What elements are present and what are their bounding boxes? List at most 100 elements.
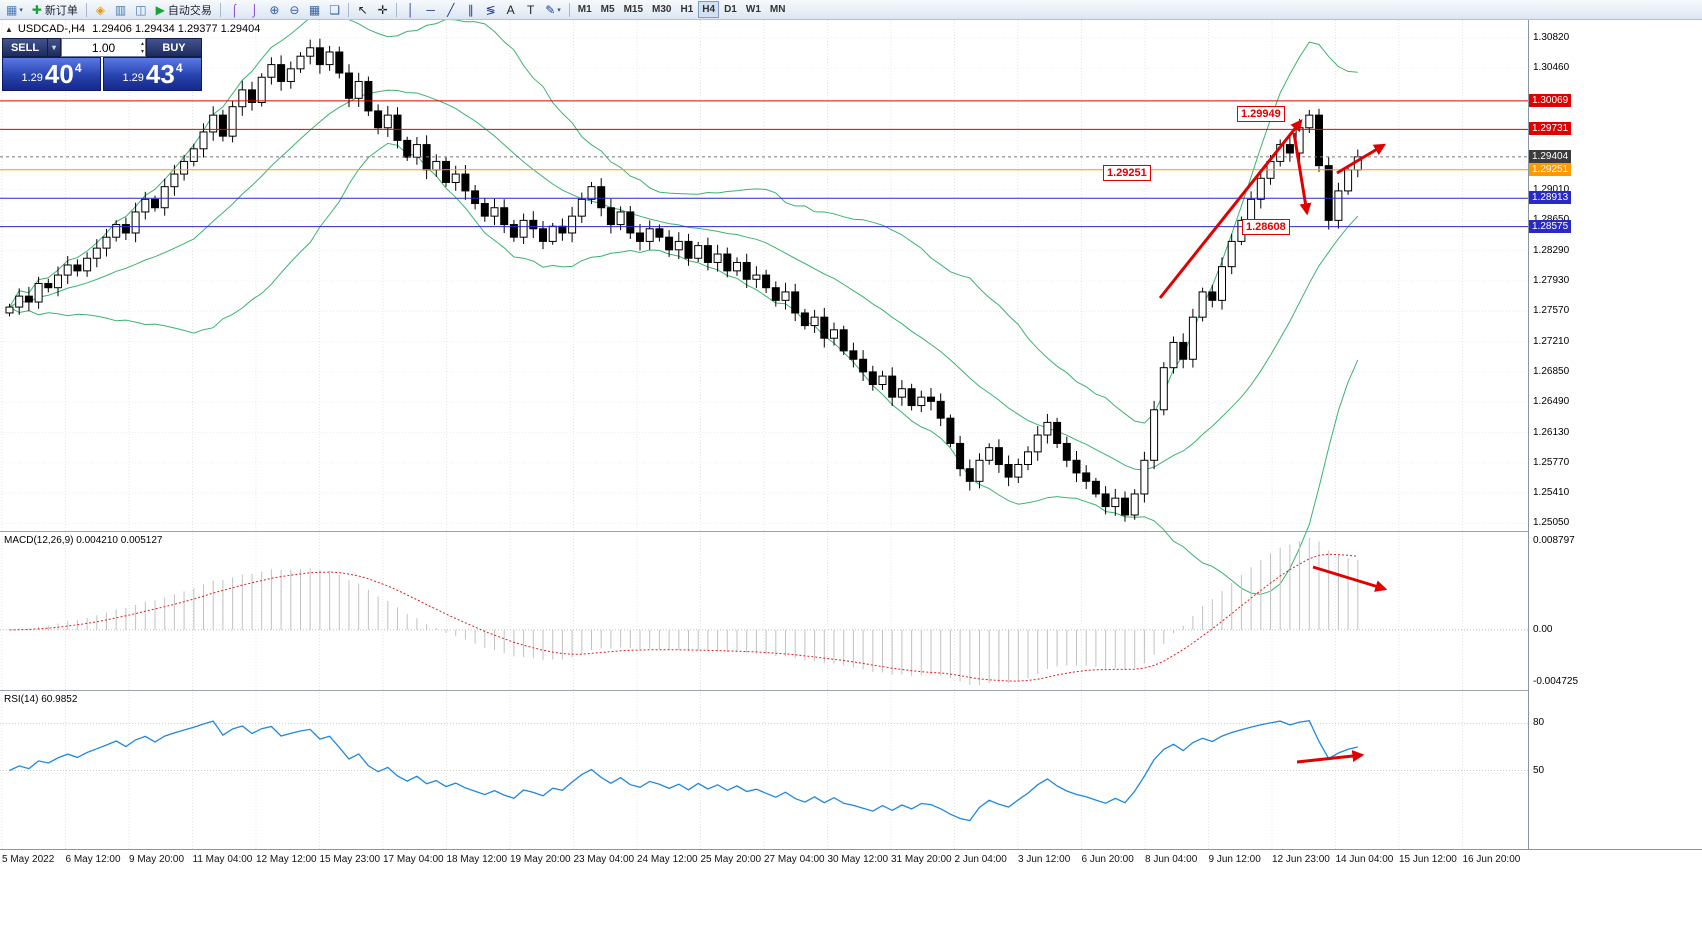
toolbar-divider [568,2,570,17]
zoom-in-icon: ⊕ [269,2,280,17]
tile-windows-icon: ▦ [308,2,321,17]
time-tick-label: 24 May 12:00 [637,854,698,865]
time-tick-label: 23 May 04:00 [573,854,635,865]
rsi-level-label: 80 [1533,717,1545,729]
indicators-button[interactable]: ⌠ [225,1,244,18]
alerts-button[interactable]: ◈ [91,1,110,18]
text-button[interactable]: A [501,1,520,18]
zoom-out-button[interactable]: ⊖ [285,1,304,18]
tile-windows-button[interactable]: ▦ [305,1,324,18]
trend-arrows[interactable] [1158,119,1388,764]
price-axis[interactable]: 1.308201.304601.290101.286501.282901.279… [1528,20,1702,849]
market-watch-icon: ▥ [114,2,127,17]
timeframe-m15-button[interactable]: M15 [620,1,647,18]
price-tick-label: 1.25050 [1533,517,1570,529]
crosshair-button[interactable]: ✛ [373,1,392,18]
rsi-value: 60.9852 [41,694,78,705]
vertical-line-button[interactable]: │ [401,1,420,18]
arrange-windows-button[interactable]: ❏ [325,1,344,18]
time-tick-label: 15 May 23:00 [319,854,381,865]
stepper-up-icon[interactable]: ▴ [140,41,144,47]
new-order-button[interactable]: ✚ 新订单 [28,1,82,18]
cursor-icon: ↖ [357,2,368,17]
symbol-info: ▲ USDCAD-,H4 1.29406 1.29434 1.29377 1.294… [5,23,260,35]
crosshair-icon: ✛ [377,2,388,17]
new-order-label: 新订单 [44,4,78,17]
hline-price-badge: 1.30069 [1529,93,1572,107]
toolbar-divider [219,2,221,17]
new-order-icon: ✚ [31,2,42,17]
price-tick-label: 1.26490 [1533,396,1570,408]
price-annotation-label[interactable]: 1.29949 [1237,106,1285,122]
price-annotation-label[interactable]: 1.29251 [1103,165,1151,181]
time-tick-label: 5 May 2022 [2,854,55,865]
timeframe-d1-button[interactable]: D1 [720,1,741,18]
sell-price-sup: 4 [74,61,82,75]
one-click-trading-panel: SELL ▾ 1.00 ▴ ▾ BUY 1.29 40 4 1.29 43 4 [2,38,202,91]
rsi-level-label: 50 [1533,764,1545,776]
chart-canvas[interactable] [0,20,1528,849]
buy-price-button[interactable]: 1.29 43 4 [103,57,202,91]
rsi-name: RSI(14) [4,694,39,705]
price-tick-label: 1.30460 [1533,61,1570,73]
horizontal-line-button[interactable]: ─ [421,1,440,18]
main-toolbar: ▦ ▾ ✚ 新订单 ◈ ▥ ◫ ▶ 自动交易 ⌠ ⌡ ⊕ ⊖ ▦ ❏ ↖ ✛ │ ─ ╱ ∥ ≶ A T ✎ ▾ M1 M5 M15 M3… [0,0,1702,20]
order-type-dropdown[interactable]: ▾ [48,38,61,57]
buy-price-sup: 4 [175,61,183,75]
time-axis[interactable]: 5 May 2022 6 May 12:00 9 May 20:00 11 May 0… [0,849,1702,871]
time-tick-label: 31 May 20:00 [891,854,952,865]
text-icon: A [506,2,515,17]
volume-stepper[interactable]: ▴ ▾ [141,40,144,56]
volume-input[interactable]: 1.00 ▴ ▾ [61,38,146,57]
toolbar-divider [348,2,350,17]
cursor-button[interactable]: ↖ [353,1,372,18]
fibonacci-button[interactable]: ≶ [481,1,500,18]
time-tick-label: 18 May 12:00 [446,854,508,865]
navigator-button[interactable]: ◫ [131,1,150,18]
macd-label: MACD(12,26,9) 0.004210 0.005127 [4,535,162,546]
sell-price-small: 1.29 [21,72,43,84]
shapes-icon: ✎ [545,2,556,17]
autotrading-label: 自动交易 [167,4,212,17]
time-tick-label: 12 Jun 23:00 [1272,854,1330,865]
zoom-in-button[interactable]: ⊕ [265,1,284,18]
hline-price-badge: 1.28575 [1529,219,1572,233]
time-tick-label: 19 May 20:00 [510,854,571,865]
text-label-button[interactable]: T [521,1,540,18]
timeframe-m30-button[interactable]: M30 [648,1,675,18]
grid [0,20,1528,849]
timeframe-m1-button[interactable]: M1 [574,1,596,18]
stepper-down-icon[interactable]: ▾ [140,49,144,55]
buy-button[interactable]: BUY [146,38,202,57]
navigator-icon: ◫ [135,2,147,17]
time-tick-label: 16 Jun 20:00 [1462,854,1521,865]
time-tick-label: 27 May 04:00 [764,854,825,865]
current-price-badge: 1.29404 [1529,149,1572,163]
trendline-button[interactable]: ╱ [441,1,460,18]
rsi-label: RSI(14) 60.9852 [4,694,77,705]
equidistant-channel-button[interactable]: ∥ [461,1,480,18]
timeframe-h1-button[interactable]: H1 [676,1,697,18]
sell-button[interactable]: SELL [2,38,48,57]
indicator-list-button[interactable]: ⌡ [245,1,264,18]
shapes-button[interactable]: ✎ ▾ [541,1,565,18]
macd-signal-line [9,553,1358,682]
price-annotation-label[interactable]: 1.28608 [1242,219,1290,235]
macd-histogram [18,538,1359,685]
timeframe-m5-button[interactable]: M5 [597,1,619,18]
panel-collapse-icon[interactable]: ▲ [5,25,13,34]
indicators-icon: ⌠ [230,2,238,17]
autotrading-button[interactable]: ▶ 自动交易 [152,1,216,18]
timeframe-w1-button[interactable]: W1 [742,1,765,18]
time-tick-label: 9 May 20:00 [129,854,185,865]
timeframe-mn-button[interactable]: MN [766,1,790,18]
new-chart-button[interactable]: ▦ ▾ [2,1,27,18]
timeframe-h4-button[interactable]: H4 [698,1,720,18]
hline-price-badge: 1.29251 [1529,162,1572,176]
price-tick-label: 1.25410 [1533,487,1570,499]
price-tick-label: 1.27570 [1533,305,1570,317]
buy-price-small: 1.29 [122,72,144,84]
market-watch-button[interactable]: ▥ [111,1,130,18]
sell-price-button[interactable]: 1.29 40 4 [2,57,101,91]
